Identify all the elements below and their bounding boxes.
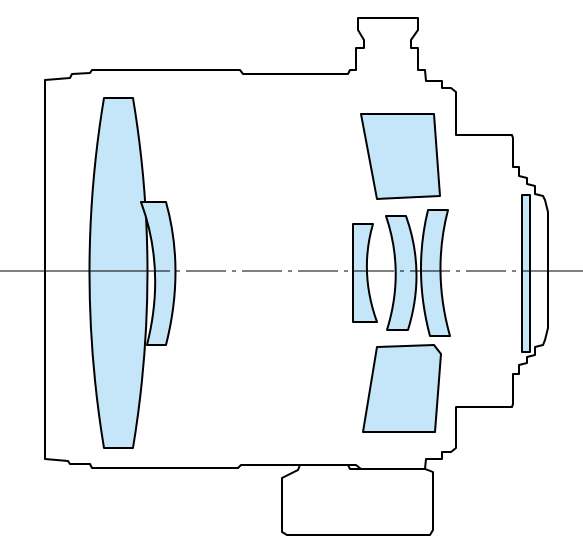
front-meniscus-element: [140, 201, 177, 346]
rear-group-meniscus-2: [385, 215, 418, 331]
rear-group-lower-element: [362, 344, 442, 433]
rear-group-meniscus-3: [420, 209, 451, 337]
rear-filter-element: [521, 194, 531, 353]
rear-group-upper-element: [360, 113, 441, 200]
rear-group-meniscus-1: [352, 223, 378, 323]
front-lens-element: [88, 97, 149, 449]
